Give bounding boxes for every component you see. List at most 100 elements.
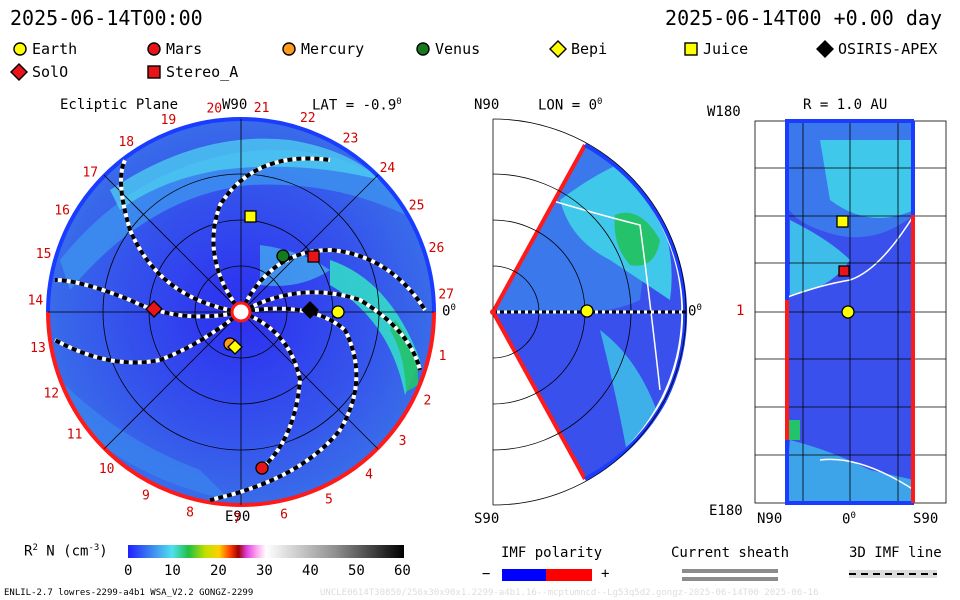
- legend-earth-label: Earth: [32, 40, 78, 58]
- colorbar-tick-20: 20: [210, 563, 227, 579]
- radial-stereo-a-marker: [838, 265, 850, 277]
- sector-number: 18: [118, 135, 134, 150]
- legend-venus: Venus: [415, 40, 480, 58]
- time-left: 2025-06-14T00:00: [10, 6, 203, 30]
- ecliptic-lat-label: LAT = -0.90: [312, 97, 402, 114]
- legend-osiris-apex: OSIRIS-APEX: [816, 40, 937, 58]
- radial-mid-left: 1: [736, 303, 745, 319]
- radial-juice-marker: [836, 215, 849, 228]
- ecliptic-top-label: W90: [222, 97, 248, 113]
- ecliptic-zero-label: 00: [442, 303, 456, 320]
- radial-x-left: N90: [757, 511, 783, 527]
- sector-number: 13: [30, 341, 46, 356]
- time-right: 2025-06-14T00 +0.00 day: [665, 6, 942, 30]
- ecliptic-osiris-apex-marker: [301, 301, 319, 319]
- current-sheath-line-1: [682, 569, 778, 573]
- legend-earth: Earth: [12, 40, 77, 58]
- colorbar: [128, 545, 404, 558]
- sector-number: 7: [233, 512, 241, 527]
- sector-number: 4: [365, 467, 373, 482]
- colorbar-tick-30: 30: [256, 563, 273, 579]
- legend-juice-label: Juice: [703, 40, 749, 58]
- meridional-zero-label: 00: [688, 303, 702, 320]
- sector-number: 21: [254, 101, 270, 116]
- sector-number: 23: [343, 132, 359, 147]
- radial-x-mid: 00: [842, 511, 856, 528]
- ecliptic-venus-marker: [276, 249, 290, 263]
- earth-marker-icon: [13, 42, 27, 56]
- radial-r-label: R = 1.0 AU: [803, 97, 888, 113]
- sector-number: 11: [67, 428, 83, 443]
- meridional-top-left: N90: [474, 97, 500, 113]
- imf-positive-swatch: [546, 569, 592, 581]
- footer-left: ENLIL-2.7 lowres-2299-a4b1 WSA_V2.2 GONG…: [4, 588, 254, 598]
- imf-line-title: 3D IMF line: [849, 545, 942, 561]
- sector-number: 17: [82, 166, 98, 181]
- colorbar-label: R2 N (cm-3): [24, 543, 108, 560]
- ecliptic-juice-marker: [244, 210, 257, 223]
- bepi-marker-icon: [549, 40, 567, 58]
- sector-number: 24: [380, 161, 396, 176]
- sector-number: 12: [43, 386, 59, 401]
- legend-bepi: Bepi: [549, 40, 607, 58]
- colorbar-tick-0: 0: [124, 563, 133, 579]
- solo-marker-icon: [10, 63, 28, 81]
- current-sheath-title: Current sheath: [671, 545, 790, 561]
- meridional-bottom-left: S90: [474, 511, 500, 527]
- stereo-a-marker-icon: [147, 65, 161, 79]
- ecliptic-bepi-marker: [227, 339, 243, 355]
- colorbar-tick-10: 10: [164, 563, 181, 579]
- ecliptic-solo-marker: [145, 300, 163, 318]
- imf-minus-label: −: [482, 566, 491, 582]
- sector-number: 20: [206, 102, 222, 117]
- ecliptic-title: Ecliptic Plane: [60, 97, 179, 113]
- legend-stereo-a: Stereo_A: [146, 63, 238, 81]
- meridional-earth-marker: [580, 304, 594, 318]
- mars-marker-icon: [147, 42, 161, 56]
- sector-number: 1: [439, 349, 447, 364]
- ecliptic-bottom-label: E90: [225, 509, 251, 525]
- sector-number: 14: [28, 294, 44, 309]
- legend-mercury-label: Mercury: [301, 40, 365, 58]
- radial-x-right: S90: [913, 511, 939, 527]
- juice-marker-icon: [684, 42, 698, 56]
- colorbar-tick-40: 40: [302, 563, 319, 579]
- sector-number: 2: [423, 394, 431, 409]
- current-sheath-line-2: [682, 577, 778, 581]
- legend-solo: SolO: [10, 63, 68, 81]
- mercury-marker-icon: [282, 42, 296, 56]
- meridional-lon-label: LON = 00: [538, 97, 603, 114]
- sector-number: 22: [300, 111, 316, 126]
- sector-number: 8: [186, 506, 194, 521]
- radial-bottom-left: E180: [709, 503, 743, 519]
- sector-number: 10: [99, 462, 115, 477]
- legend-osiris-apex-label: OSIRIS-APEX: [838, 40, 938, 58]
- colorbar-tick-60: 60: [394, 563, 411, 579]
- sector-number: 6: [280, 507, 288, 522]
- radial-top-left: W180: [707, 104, 741, 120]
- imf-polarity-title: IMF polarity: [501, 545, 603, 561]
- sector-number: 5: [325, 492, 333, 507]
- ecliptic-stereo-a-marker: [307, 250, 320, 263]
- sector-number: 19: [161, 113, 177, 128]
- imf-plus-label: +: [601, 566, 610, 582]
- venus-marker-icon: [416, 42, 430, 56]
- sector-number: 25: [409, 198, 425, 213]
- legend-mars-label: Mars: [166, 40, 203, 58]
- sector-number: 9: [142, 489, 150, 504]
- sector-number: 26: [429, 241, 445, 256]
- footer-right: UNCLE0614T30850/256x30x90x1.2299-a4b1.16…: [320, 588, 819, 598]
- imf-line-swatch: [849, 570, 937, 578]
- sector-number: 3: [399, 434, 407, 449]
- sector-number: 15: [36, 247, 52, 262]
- legend-stereo-a-label: Stereo_A: [166, 63, 239, 81]
- legend-juice: Juice: [683, 40, 748, 58]
- legend-mars: Mars: [146, 40, 202, 58]
- legend-solo-label: SolO: [32, 63, 69, 81]
- osiris-apex-marker-icon: [816, 40, 834, 58]
- ecliptic-earth-marker: [331, 305, 345, 319]
